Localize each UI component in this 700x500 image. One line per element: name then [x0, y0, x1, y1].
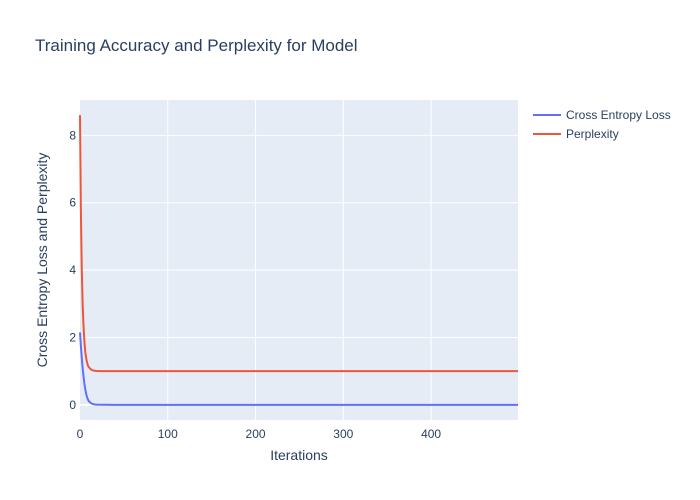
y-tick-label: 4 [69, 263, 76, 277]
legend-item[interactable]: Cross Entropy Loss [533, 108, 671, 122]
grid [80, 100, 518, 420]
legend[interactable]: Cross Entropy Loss Perplexity [533, 108, 671, 141]
x-tick-label: 300 [333, 427, 353, 441]
y-tick-label: 0 [69, 398, 76, 412]
x-axis-title: Iterations [270, 447, 328, 463]
x-tick-label: 100 [158, 427, 178, 441]
y-axis-title: Cross Entropy Loss and Perplexity [34, 153, 50, 368]
plot-area [80, 100, 518, 420]
legend-item[interactable]: Perplexity [533, 127, 619, 141]
legend-label: Perplexity [566, 127, 619, 141]
series-line-0 [79, 332, 518, 406]
y-tick-label: 8 [69, 128, 76, 142]
x-tick-label: 200 [246, 427, 266, 441]
series-layer [79, 115, 518, 406]
x-tick-label: 400 [421, 427, 441, 441]
y-tick-label: 6 [69, 196, 76, 210]
series-line-1 [79, 115, 518, 373]
y-tick-label: 2 [69, 330, 76, 344]
legend-label: Cross Entropy Loss [566, 108, 671, 122]
chart-title: Training Accuracy and Perplexity for Mod… [35, 36, 358, 55]
tick-labels: 0 100 200 300 400 0 2 4 6 8 [69, 128, 441, 441]
x-tick-label: 0 [77, 427, 84, 441]
